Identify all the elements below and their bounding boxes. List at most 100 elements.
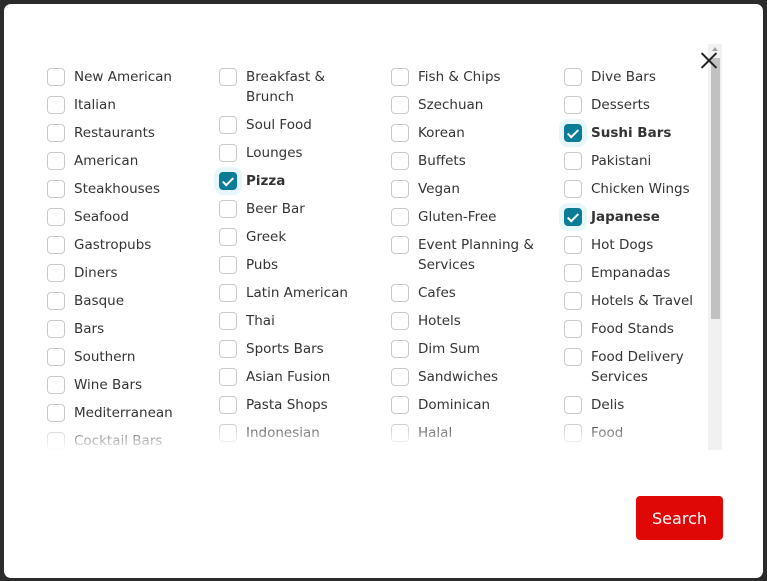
checkbox[interactable] — [391, 424, 409, 442]
checkbox[interactable] — [391, 208, 409, 226]
category-option[interactable]: Wine Bars — [46, 376, 216, 395]
category-option[interactable]: Fish & Chips — [390, 68, 560, 87]
category-option[interactable]: Lounges — [218, 144, 388, 163]
checkbox[interactable] — [219, 116, 237, 134]
checkbox[interactable] — [47, 348, 65, 366]
category-option[interactable]: Korean — [390, 124, 560, 143]
checkbox[interactable] — [391, 340, 409, 358]
category-option[interactable]: Seafood — [46, 208, 216, 227]
category-option[interactable]: Pubs — [218, 256, 388, 275]
checkbox[interactable] — [47, 208, 65, 226]
checkbox[interactable] — [564, 396, 582, 414]
category-option[interactable]: Hotels — [390, 312, 560, 331]
category-option[interactable]: Japanese — [563, 208, 712, 227]
category-option[interactable]: Chicken Wings — [563, 180, 712, 199]
category-option[interactable]: Southern — [46, 348, 216, 367]
checkbox[interactable] — [391, 180, 409, 198]
category-option[interactable]: Soul Food — [218, 116, 388, 135]
checkbox[interactable] — [564, 320, 582, 338]
checkbox[interactable] — [391, 312, 409, 330]
checkbox[interactable] — [219, 200, 237, 218]
category-option[interactable]: Food Delivery Services — [563, 348, 712, 387]
scrollbar[interactable] — [708, 44, 722, 450]
checkbox[interactable] — [47, 320, 65, 338]
category-option[interactable]: Basque — [46, 292, 216, 311]
checkbox[interactable] — [219, 144, 237, 162]
category-option[interactable]: Greek — [218, 228, 388, 247]
checkbox[interactable] — [219, 312, 237, 330]
category-option[interactable]: Cocktail Bars — [46, 432, 216, 451]
category-option[interactable]: Food — [563, 424, 712, 443]
checkbox[interactable] — [564, 348, 582, 366]
checkbox[interactable] — [47, 376, 65, 394]
category-option[interactable]: Diners — [46, 264, 216, 283]
checkbox[interactable] — [219, 228, 237, 246]
category-option[interactable]: Asian Fusion — [218, 368, 388, 387]
checkbox[interactable] — [47, 236, 65, 254]
checkbox[interactable] — [391, 236, 409, 254]
category-option[interactable]: Breakfast & Brunch — [218, 68, 388, 107]
category-option[interactable]: Delis — [563, 396, 712, 415]
category-option[interactable]: Bars — [46, 320, 216, 339]
category-option[interactable]: Beer Bar — [218, 200, 388, 219]
checkbox-checked[interactable] — [219, 172, 237, 190]
category-option[interactable]: Sports Bars — [218, 340, 388, 359]
category-option[interactable]: Latin American — [218, 284, 388, 303]
checkbox[interactable] — [391, 284, 409, 302]
category-option[interactable]: Pakistani — [563, 152, 712, 171]
category-option[interactable]: Vegan — [390, 180, 560, 199]
checkbox[interactable] — [47, 180, 65, 198]
category-option[interactable]: Dive Bars — [563, 68, 712, 87]
category-option[interactable]: Sandwiches — [390, 368, 560, 387]
category-option[interactable]: Steakhouses — [46, 180, 216, 199]
checkbox-checked[interactable] — [564, 208, 582, 226]
category-option[interactable]: Gluten-Free — [390, 208, 560, 227]
category-option[interactable]: Desserts — [563, 96, 712, 115]
checkbox[interactable] — [219, 396, 237, 414]
checkbox[interactable] — [219, 340, 237, 358]
checkbox[interactable] — [391, 368, 409, 386]
checkbox[interactable] — [391, 68, 409, 86]
checkbox[interactable] — [219, 68, 237, 86]
category-option[interactable]: Buffets — [390, 152, 560, 171]
checkbox[interactable] — [47, 264, 65, 282]
category-option[interactable]: Event Planning & Services — [390, 236, 560, 275]
checkbox[interactable] — [564, 424, 582, 442]
checkbox[interactable] — [564, 68, 582, 86]
category-option[interactable]: Cafes — [390, 284, 560, 303]
category-option[interactable]: Hot Dogs — [563, 236, 712, 255]
checkbox[interactable] — [47, 68, 65, 86]
category-option[interactable]: Food Stands — [563, 320, 712, 339]
checkbox[interactable] — [564, 96, 582, 114]
checkbox[interactable] — [391, 396, 409, 414]
category-option[interactable]: Halal — [390, 424, 560, 443]
checkbox[interactable] — [391, 124, 409, 142]
category-option[interactable]: Italian — [46, 96, 216, 115]
category-option[interactable]: Pasta Shops — [218, 396, 388, 415]
category-option[interactable]: Restaurants — [46, 124, 216, 143]
checkbox[interactable] — [219, 424, 237, 442]
category-option[interactable]: Empanadas — [563, 264, 712, 283]
category-option[interactable]: Mediterranean — [46, 404, 216, 423]
checkbox[interactable] — [47, 404, 65, 422]
scroll-up-arrow-icon[interactable] — [712, 47, 718, 51]
category-option[interactable]: Thai — [218, 312, 388, 331]
category-option[interactable]: Sushi Bars — [563, 124, 712, 143]
category-option[interactable]: Szechuan — [390, 96, 560, 115]
checkbox[interactable] — [564, 180, 582, 198]
category-option[interactable]: Pizza — [218, 172, 388, 191]
checkbox[interactable] — [391, 152, 409, 170]
category-option[interactable]: Gastropubs — [46, 236, 216, 255]
search-button[interactable]: Search — [636, 496, 723, 540]
checkbox[interactable] — [219, 368, 237, 386]
scrollbar-thumb[interactable] — [711, 58, 720, 319]
checkbox[interactable] — [47, 292, 65, 310]
checkbox[interactable] — [564, 292, 582, 310]
checkbox[interactable] — [47, 432, 65, 450]
checkbox[interactable] — [219, 256, 237, 274]
category-option[interactable]: New American — [46, 68, 216, 87]
checkbox[interactable] — [564, 236, 582, 254]
category-option[interactable]: American — [46, 152, 216, 171]
category-option[interactable]: Dominican — [390, 396, 560, 415]
category-option[interactable]: Indonesian — [218, 424, 388, 443]
